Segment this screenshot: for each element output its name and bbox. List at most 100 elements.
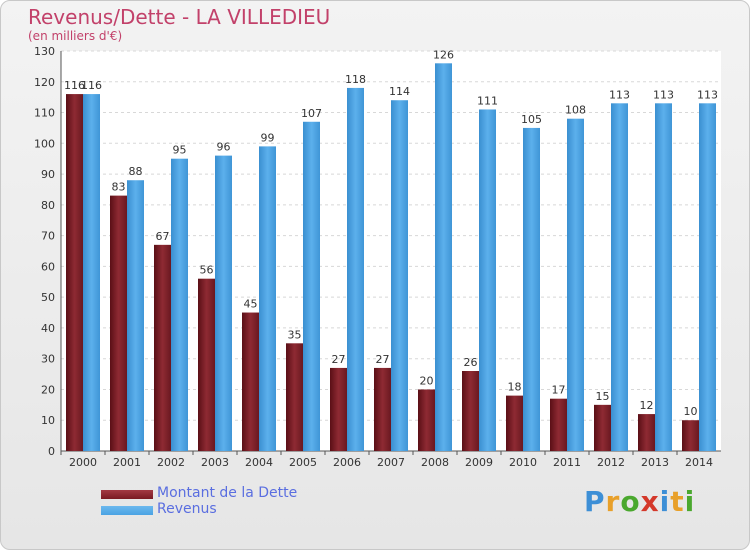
bar-revenue	[567, 118, 584, 451]
bar-debt	[198, 278, 215, 451]
bar-debt	[682, 420, 699, 451]
bar-revenue	[171, 158, 188, 451]
data-label-revenue: 116	[81, 79, 102, 92]
data-label-revenue: 114	[389, 85, 410, 98]
data-label-debt: 27	[332, 353, 346, 366]
x-tick-label: 2000	[69, 456, 97, 469]
bar-revenue	[655, 103, 672, 452]
bar-revenue	[435, 63, 452, 452]
y-tick-label: 10	[41, 414, 55, 427]
data-label-revenue: 105	[521, 113, 542, 126]
bar-debt	[506, 395, 523, 451]
bar-revenue	[83, 94, 100, 452]
data-label-debt: 10	[684, 405, 698, 418]
data-label-debt: 67	[156, 230, 170, 243]
bar-debt	[418, 389, 435, 451]
bar-revenue	[347, 87, 364, 451]
y-tick-label: 20	[41, 383, 55, 396]
data-label-revenue: 126	[433, 48, 454, 61]
data-label-revenue: 99	[261, 131, 275, 144]
data-label-debt: 20	[420, 374, 434, 387]
x-tick-label: 2012	[597, 456, 625, 469]
data-label-debt: 18	[508, 381, 522, 394]
proxiti-logo: Proxiti	[584, 485, 695, 518]
bar-revenue	[127, 180, 144, 451]
x-tick-label: 2014	[685, 456, 713, 469]
data-label-debt: 56	[200, 264, 214, 277]
bar-revenue	[303, 121, 320, 452]
y-tick-label: 50	[41, 291, 55, 304]
bar-debt	[462, 371, 479, 451]
data-label-debt: 35	[288, 328, 302, 341]
bar-revenue	[611, 103, 628, 452]
bar-revenue	[523, 127, 540, 451]
logo-letter: P	[584, 485, 606, 518]
logo-letter: i	[684, 485, 696, 518]
bar-debt	[66, 94, 83, 452]
legend-swatch-revenue	[101, 506, 153, 515]
bar-revenue	[391, 100, 408, 451]
x-tick-label: 2005	[289, 456, 317, 469]
y-tick-label: 90	[41, 168, 55, 181]
bar-revenue	[259, 146, 276, 451]
data-label-debt: 27	[376, 353, 390, 366]
bar-revenue	[699, 103, 716, 452]
x-tick-label: 2009	[465, 456, 493, 469]
bar-debt	[286, 343, 303, 451]
bar-debt	[374, 367, 391, 451]
bar-debt	[638, 414, 655, 451]
x-tick-label: 2013	[641, 456, 669, 469]
y-tick-label: 130	[34, 45, 55, 58]
y-tick-label: 60	[41, 260, 55, 273]
bar-debt	[330, 367, 347, 451]
x-tick-label: 2001	[113, 456, 141, 469]
data-label-revenue: 107	[301, 107, 322, 120]
bar-debt	[110, 195, 127, 451]
x-tick-label: 2011	[553, 456, 581, 469]
data-label-revenue: 108	[565, 104, 586, 117]
logo-letter: x	[640, 485, 660, 518]
data-label-debt: 17	[552, 384, 566, 397]
x-tick-label: 2007	[377, 456, 405, 469]
x-tick-label: 2003	[201, 456, 229, 469]
x-tick-label: 2006	[333, 456, 361, 469]
data-label-revenue: 113	[609, 88, 630, 101]
y-tick-label: 100	[34, 137, 55, 150]
data-label-revenue: 96	[217, 141, 231, 154]
logo-letter: r	[605, 485, 621, 518]
x-tick-label: 2010	[509, 456, 537, 469]
x-tick-label: 2004	[245, 456, 273, 469]
y-tick-label: 40	[41, 322, 55, 335]
logo-letter: i	[659, 485, 671, 518]
bar-revenue	[215, 155, 232, 451]
y-tick-label: 0	[48, 445, 55, 458]
x-tick-label: 2008	[421, 456, 449, 469]
y-tick-label: 30	[41, 353, 55, 366]
logo-letter: t	[670, 485, 685, 518]
logo-letter: o	[620, 485, 641, 518]
chart-title: Revenus/Dette - LA VILLEDIEU	[28, 5, 331, 29]
legend-label-revenue: Revenus	[157, 501, 217, 517]
data-label-debt: 45	[244, 298, 258, 311]
legend-swatch-debt	[101, 490, 153, 499]
data-label-debt: 15	[596, 390, 610, 403]
y-tick-label: 70	[41, 230, 55, 243]
data-label-revenue: 113	[697, 88, 718, 101]
legend-label-debt: Montant de la Dette	[157, 485, 298, 501]
data-label-debt: 116	[64, 79, 85, 92]
bar-debt	[242, 312, 259, 451]
chart-subtitle: (en milliers d'€)	[28, 29, 123, 43]
data-label-debt: 12	[640, 399, 654, 412]
y-tick-label: 80	[41, 199, 55, 212]
data-label-debt: 83	[112, 181, 126, 194]
bar-debt	[550, 398, 567, 451]
bar-revenue	[479, 109, 496, 451]
data-label-revenue: 118	[345, 73, 366, 86]
data-label-revenue: 95	[173, 144, 187, 157]
data-label-revenue: 88	[129, 165, 143, 178]
x-tick-label: 2002	[157, 456, 185, 469]
data-label-revenue: 113	[653, 88, 674, 101]
y-tick-label: 120	[34, 76, 55, 89]
